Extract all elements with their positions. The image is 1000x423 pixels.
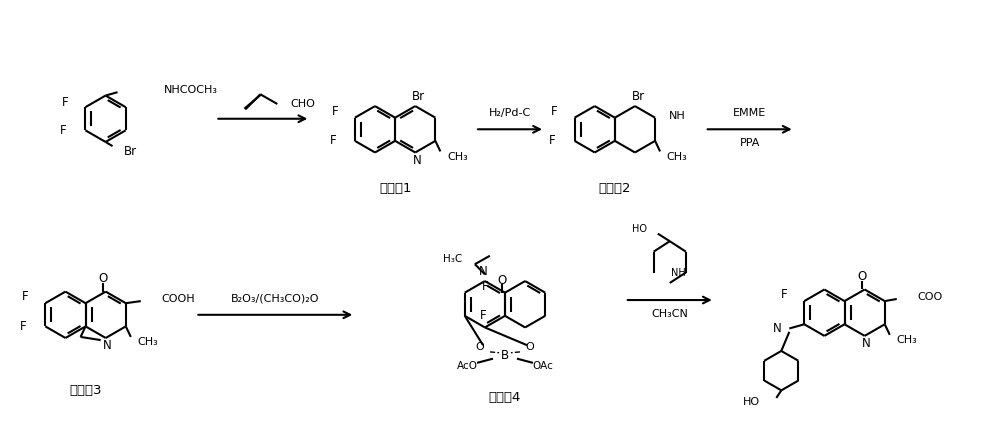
Text: F: F [332,105,338,118]
Text: Br: Br [124,145,137,158]
Text: F: F [482,280,488,293]
Text: O: O [857,270,866,283]
Text: N: N [862,337,871,350]
Text: O: O [476,342,484,352]
Text: F: F [549,135,556,147]
Text: F: F [781,288,788,301]
Text: F: F [330,135,336,147]
Text: PPA: PPA [739,138,760,148]
Text: COO: COO [917,292,942,302]
Text: N: N [479,265,487,278]
Text: CH₃CN: CH₃CN [651,308,688,319]
Text: CHO: CHO [291,99,316,109]
Text: CH₃: CH₃ [896,335,917,345]
Text: F: F [20,320,27,333]
Text: 中间体1: 中间体1 [379,182,411,195]
Text: NH: NH [669,110,685,121]
Text: F: F [60,124,67,137]
Text: B: B [501,349,509,362]
Text: O: O [497,274,507,286]
Text: NH: NH [671,267,686,277]
Text: F: F [62,96,69,109]
Text: CH₃: CH₃ [667,152,687,162]
Text: EMME: EMME [733,108,766,118]
Text: Br: Br [412,91,425,103]
Text: HO: HO [743,397,760,407]
Text: HO: HO [632,225,647,234]
Text: Br: Br [631,91,645,103]
Text: CH₃: CH₃ [137,338,158,347]
Text: F: F [480,309,486,322]
Text: NHCOCH₃: NHCOCH₃ [163,85,217,96]
Text: CH₃: CH₃ [447,152,468,162]
Text: OAc: OAc [533,361,553,371]
Text: F: F [551,105,558,118]
Text: 中间体4: 中间体4 [489,390,521,404]
Text: H₂/Pd-C: H₂/Pd-C [489,108,531,118]
Text: AcO: AcO [457,361,478,371]
Text: F: F [22,290,29,303]
Text: 中间体3: 中间体3 [69,384,102,397]
Text: B₂O₃/(CH₃CO)₂O: B₂O₃/(CH₃CO)₂O [231,294,320,304]
Text: H₃C: H₃C [443,254,463,264]
Text: O: O [98,272,107,286]
Text: COOH: COOH [161,294,195,304]
Text: 中间体2: 中间体2 [599,182,631,195]
Text: N: N [773,322,782,335]
Text: N: N [413,154,422,168]
Text: N: N [103,339,112,352]
Text: O: O [526,342,534,352]
